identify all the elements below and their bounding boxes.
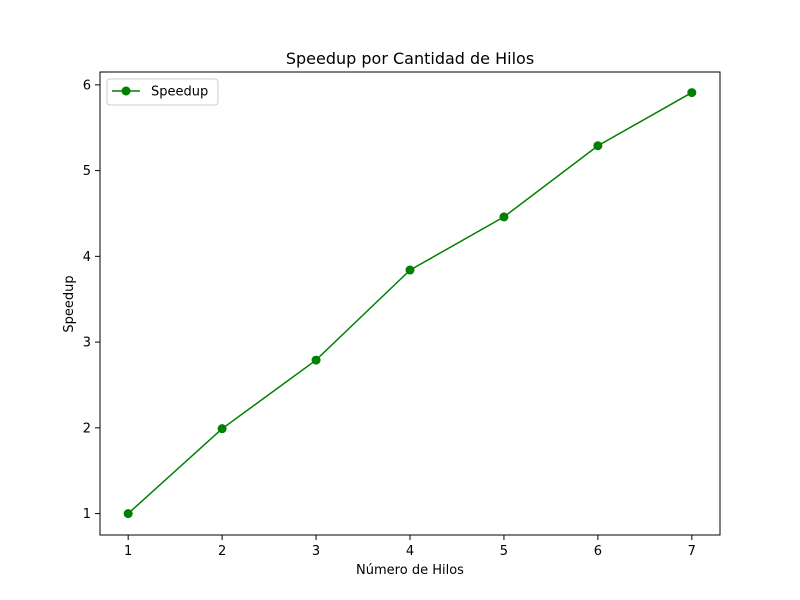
x-tick-label: 5 <box>500 544 508 559</box>
data-point <box>311 355 321 365</box>
x-tick-label: 3 <box>312 544 320 559</box>
series-layer <box>123 88 697 519</box>
chart-title: Speedup por Cantidad de Hilos <box>286 49 534 68</box>
legend-label-speedup: Speedup <box>151 85 208 100</box>
x-tick-label: 4 <box>406 544 414 559</box>
data-point <box>593 141 603 151</box>
y-tick-label: 5 <box>83 164 91 179</box>
data-point <box>499 212 509 222</box>
x-axis-ticks: 1 2 3 4 5 6 7 <box>124 535 696 559</box>
y-tick-label: 1 <box>83 507 91 522</box>
x-axis-label: Número de Hilos <box>356 563 464 578</box>
y-tick-label: 4 <box>83 250 91 265</box>
legend: Speedup <box>106 78 219 106</box>
y-tick-label: 3 <box>83 336 91 351</box>
legend-box <box>106 78 219 106</box>
axes-frame <box>99 71 721 536</box>
y-axis-ticks: 1 2 3 4 5 6 <box>83 78 100 522</box>
data-point <box>123 509 133 519</box>
y-tick-label: 6 <box>83 78 91 93</box>
data-point <box>217 424 227 434</box>
y-axis-label: Speedup <box>62 275 77 332</box>
x-tick-label: 7 <box>688 544 696 559</box>
x-tick-label: 1 <box>124 544 132 559</box>
y-tick-label: 2 <box>83 421 91 436</box>
x-tick-label: 2 <box>218 544 226 559</box>
data-point <box>405 265 415 275</box>
x-tick-label: 6 <box>594 544 602 559</box>
legend-marker-swatch <box>121 86 131 96</box>
data-point <box>687 88 697 98</box>
